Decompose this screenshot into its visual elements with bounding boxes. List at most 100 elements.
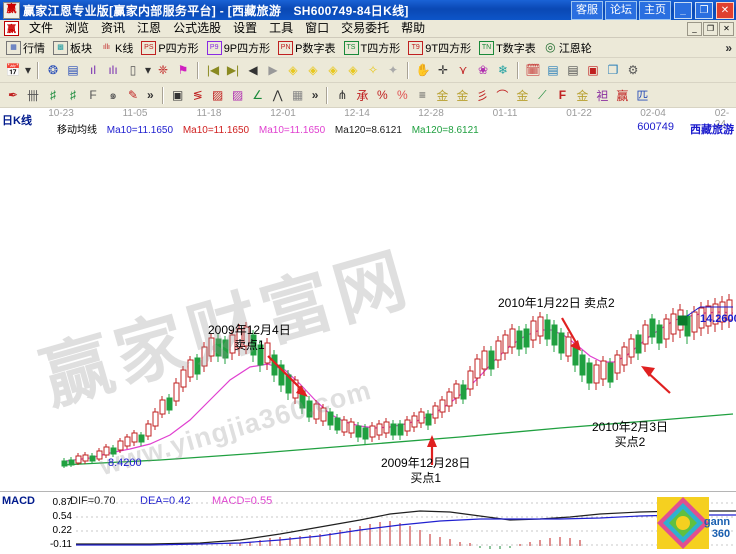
- toolbar-button-sectors[interactable]: ▩ 板块: [49, 40, 96, 56]
- document-icon[interactable]: ▤: [567, 63, 579, 77]
- menu-item-formula-stock-pick[interactable]: 公式选股: [173, 21, 222, 35]
- copy-icon[interactable]: ❐: [607, 63, 619, 77]
- gold-icon[interactable]: 金: [436, 88, 449, 103]
- bar-chart-alt-icon[interactable]: ılı: [108, 63, 118, 77]
- gold3-icon[interactable]: 金: [516, 88, 529, 103]
- toolbar-button-gann-wheel[interactable]: ◎ 江恩轮: [540, 40, 596, 56]
- mesh-icon[interactable]: ▦: [292, 88, 304, 102]
- trend-icon[interactable]: ⟋: [538, 87, 547, 102]
- prev-icon[interactable]: ◀: [248, 63, 258, 77]
- building-icon[interactable]: ▤: [547, 63, 559, 77]
- mdi-minimize-button[interactable]: _: [687, 21, 702, 36]
- minimize-button[interactable]: _: [674, 1, 692, 19]
- diamond6-icon[interactable]: ✦: [387, 63, 399, 77]
- menu-item-help[interactable]: 帮助: [401, 21, 426, 35]
- menu-item-gann[interactable]: 江恩: [137, 21, 162, 35]
- column-icon[interactable]: ▯: [129, 63, 137, 77]
- percent-icon[interactable]: %: [377, 88, 388, 102]
- dropdown-arrow-icon[interactable]: ▾: [24, 63, 32, 77]
- menu-item-settings[interactable]: 设置: [233, 21, 258, 35]
- mdi-restore-button[interactable]: ❐: [703, 21, 718, 36]
- menu-item-browse[interactable]: 浏览: [65, 21, 90, 35]
- diamond3-icon[interactable]: ◈: [328, 63, 338, 77]
- square-icon[interactable]: ▨: [212, 88, 224, 102]
- brain-icon[interactable]: ❀: [477, 63, 489, 77]
- crosshair-icon[interactable]: ✛: [437, 63, 449, 77]
- menu-item-window[interactable]: 窗口: [305, 21, 330, 35]
- percent2-icon[interactable]: %: [397, 88, 408, 102]
- toolbar-overflow-button[interactable]: »: [725, 40, 732, 55]
- tool1-icon[interactable]: 袒: [596, 88, 609, 103]
- drawing-overflow-2-button[interactable]: »: [311, 88, 319, 102]
- calendar21-icon[interactable]: 🗓: [525, 63, 541, 77]
- fan2-icon[interactable]: 承: [356, 88, 369, 103]
- f-icon[interactable]: F: [558, 88, 567, 102]
- grid1-icon[interactable]: ♯: [50, 88, 56, 102]
- diamond1-icon[interactable]: ◈: [288, 63, 298, 77]
- pen-icon[interactable]: ✒: [7, 88, 19, 102]
- menu-item-tools[interactable]: 工具: [269, 21, 294, 35]
- flag-icon[interactable]: ⚑: [177, 63, 189, 77]
- clipboard-icon[interactable]: ▤: [67, 63, 79, 77]
- toolbar-button-t-square[interactable]: TS T四方形: [340, 40, 405, 56]
- network-icon[interactable]: ❄: [497, 63, 509, 77]
- settings-icon[interactable]: ⚙: [627, 63, 639, 77]
- box-icon[interactable]: ▨: [232, 88, 244, 102]
- last-page-icon[interactable]: ▶|: [226, 63, 240, 77]
- arc-icon[interactable]: ⌒: [496, 88, 509, 103]
- toolbar-label-sectors: 板块: [70, 42, 92, 55]
- customer-service-button[interactable]: 客服: [571, 0, 603, 20]
- grid3-icon[interactable]: F: [89, 88, 97, 102]
- image-icon[interactable]: ▣: [587, 63, 599, 77]
- menu-item-news[interactable]: 资讯: [101, 21, 126, 35]
- macd-legend-dif: DIF=0.70: [70, 495, 116, 507]
- fan-icon[interactable]: ≶: [192, 88, 203, 102]
- tool3-icon[interactable]: 匹: [636, 88, 649, 103]
- macd-panel[interactable]: MACD DIF=0.70 DEA=0.42 MACD=0.55 0.87 0.…: [0, 491, 736, 554]
- grid2-icon[interactable]: ♯: [70, 88, 76, 102]
- annotation-buy-point-1: 2009年12月28日 买点1: [381, 456, 470, 486]
- toolbar-button-p-square[interactable]: PS P四方形: [137, 40, 202, 56]
- toolbar-button-p-number-table[interactable]: PN P数字表: [274, 40, 339, 56]
- level-icon[interactable]: ≡: [418, 88, 426, 102]
- tool2-icon[interactable]: 赢: [616, 88, 629, 103]
- diamond2-icon[interactable]: ◈: [308, 63, 318, 77]
- bar-chart-icon[interactable]: ıl: [90, 63, 96, 77]
- homepage-button[interactable]: 主页: [639, 0, 671, 20]
- menu-item-trade[interactable]: 交易委托: [341, 21, 390, 35]
- spiral-icon[interactable]: ๑: [109, 87, 117, 102]
- next-icon[interactable]: ▶: [268, 63, 278, 77]
- diamond5-icon[interactable]: ✧: [367, 63, 379, 77]
- gold2-icon[interactable]: 金: [456, 88, 469, 103]
- diamond4-icon[interactable]: ◈: [348, 63, 358, 77]
- pattern-icon[interactable]: ❈: [157, 63, 169, 77]
- angle-icon[interactable]: ∠: [252, 88, 264, 102]
- frame-icon[interactable]: ▣: [172, 88, 184, 102]
- speed-icon[interactable]: 彡: [476, 88, 489, 103]
- menu-item-file[interactable]: 文件: [29, 21, 54, 35]
- pen2-icon[interactable]: ✎: [127, 88, 139, 102]
- maximize-button[interactable]: ❐: [695, 1, 713, 19]
- wave-icon[interactable]: ⋀: [272, 88, 283, 102]
- globe-icon[interactable]: ❂: [47, 63, 59, 77]
- toolbar-button-quotes[interactable]: ▦ 行情: [2, 40, 49, 56]
- kline-chart-panel[interactable]: 日K线 10-23 11-05 11-18 12-01 12-14 12-28 …: [0, 108, 736, 549]
- first-page-icon[interactable]: |◀: [206, 63, 220, 77]
- hand-icon[interactable]: ✋: [415, 63, 431, 77]
- fork-icon[interactable]: ⋔: [337, 88, 348, 102]
- hatch-icon[interactable]: 卌: [26, 88, 39, 103]
- toolbar-button-t-number-table[interactable]: TN T数字表: [475, 40, 540, 56]
- zigzag-icon[interactable]: ⋎: [458, 63, 468, 77]
- forum-button[interactable]: 论坛: [605, 0, 637, 20]
- calendar-icon[interactable]: 📅: [5, 63, 21, 77]
- toolbar-button-9t-square[interactable]: T9 9T四方形: [404, 40, 475, 56]
- toolbar-button-9p-square[interactable]: P9 9P四方形: [203, 40, 274, 56]
- close-button[interactable]: ✕: [716, 1, 734, 19]
- dropdown-arrow2-icon[interactable]: ▾: [144, 63, 152, 77]
- toolbar-button-kline[interactable]: ıllı K线: [96, 40, 137, 56]
- toolbar-label-t-square: T四方形: [360, 42, 401, 55]
- mdi-close-button[interactable]: ✕: [719, 21, 734, 36]
- gold4-icon[interactable]: 金: [576, 88, 589, 103]
- menu-logo-icon: 赢: [4, 21, 19, 36]
- drawing-overflow-1-button[interactable]: »: [147, 88, 154, 102]
